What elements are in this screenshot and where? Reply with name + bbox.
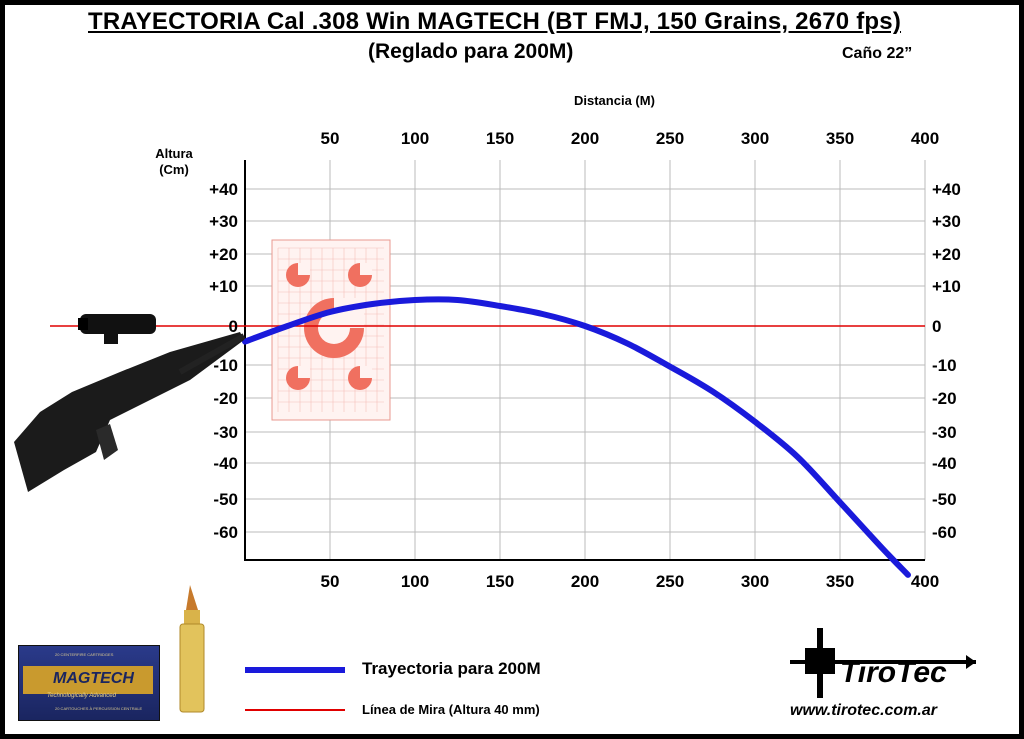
y-tick-label-left: -10: [213, 356, 238, 375]
target-bullseye-quadrant: [334, 298, 364, 328]
crosshair-block: [805, 648, 835, 674]
x-tick-label-bottom: 50: [321, 572, 340, 591]
rifle-scope: [80, 314, 156, 334]
rifle-scope-mount: [104, 332, 118, 344]
magtech-logo: MAGTECH: [23, 666, 153, 694]
y-tick-label-right: +20: [932, 245, 961, 264]
barrel-length: Caño 22”: [842, 45, 913, 62]
ammo-box-bottom-text: 20 CARTOUCHES À PERCUSSION CENTRALE: [55, 706, 143, 711]
magtech-logo-text: MAGTECH: [53, 670, 134, 687]
y-tick-label-left: -60: [213, 523, 238, 542]
cartridge-case: [179, 623, 205, 713]
brand-url: www.tirotec.com.ar: [790, 702, 937, 719]
target-mini-quadrant: [298, 366, 310, 378]
y-tick-label-left: +20: [209, 245, 238, 264]
y-tick-label-right: 0: [932, 317, 941, 336]
y-tick-label-right: -30: [932, 423, 957, 442]
target-mini-quadrant: [360, 366, 372, 378]
y-tick-label-right: -40: [932, 454, 957, 473]
y-tick-label-left: -30: [213, 423, 238, 442]
legend-trajectory-label: Trayectoria para 200M: [362, 659, 541, 678]
shooting-target-image: [271, 239, 391, 421]
x-tick-label-bottom: 200: [571, 572, 599, 591]
rifle-trigger-guard: [96, 424, 118, 460]
crosshair-horizontal: [790, 660, 976, 664]
y-tick-label-right: +40: [932, 180, 961, 199]
y-tick-label-left: -40: [213, 454, 238, 473]
y-tick-label-right: -50: [932, 490, 957, 509]
rifle-image: [14, 314, 246, 492]
x-tick-label-bottom: 250: [656, 572, 684, 591]
y-axis-label-line: (Cm): [159, 162, 189, 177]
x-tick-label-bottom: 400: [911, 572, 939, 591]
y-tick-label-left: -20: [213, 389, 238, 408]
y-tick-label-left: -50: [213, 490, 238, 509]
rifle-barrel: [178, 333, 246, 375]
x-tick-label-top: 350: [826, 129, 854, 148]
y-tick-label-right: -10: [932, 356, 957, 375]
x-tick-label-top: 300: [741, 129, 769, 148]
y-tick-label-right: -60: [932, 523, 957, 542]
cartridge-neck: [184, 610, 200, 624]
y-tick-label-right: +10: [932, 277, 961, 296]
y-tick-label-left: +30: [209, 212, 238, 231]
x-axis-label: Distancia (M): [574, 93, 655, 108]
rifle-stock: [14, 332, 244, 492]
trajectory-line: [242, 296, 911, 578]
crosshair-arrow: [966, 655, 976, 669]
x-tick-label-bottom: 350: [826, 572, 854, 591]
ammo-box-tagline: Technologically Advanced: [47, 693, 116, 699]
ammo-box-image: 20 CENTERFIRE CARTRIDGES MAGTECH Technol…: [18, 645, 160, 721]
cartridge-bullet: [186, 585, 198, 610]
x-tick-label-top: 50: [321, 129, 340, 148]
y-tick-label-left: +40: [209, 180, 238, 199]
chart-title: TRAYECTORIA Cal .308 Win MAGTECH (BT FMJ…: [88, 8, 902, 35]
y-tick-label-right: -20: [932, 389, 957, 408]
cartridge-image: [179, 585, 205, 713]
x-tick-label-bottom: 100: [401, 572, 429, 591]
y-tick-label-left: +10: [209, 277, 238, 296]
ammo-box-top-text: 20 CENTERFIRE CARTRIDGES: [55, 652, 114, 657]
x-tick-label-top: 150: [486, 129, 514, 148]
x-tick-label-top: 200: [571, 129, 599, 148]
chart-subtitle: (Reglado para 200M): [368, 40, 574, 63]
legend-sight-line-label: Línea de Mira (Altura 40 mm): [362, 702, 540, 717]
y-axis-label: Altura (Cm): [148, 146, 200, 178]
x-tick-label-top: 100: [401, 129, 429, 148]
x-tick-label-bottom: 150: [486, 572, 514, 591]
crosshair-icon: [790, 628, 976, 698]
rifle-scope-eyepiece: [78, 318, 88, 330]
y-tick-label-left: 0: [229, 317, 238, 336]
brand-name: TiroTec: [840, 656, 947, 689]
x-tick-label-top: 250: [656, 129, 684, 148]
target-mini-quadrant: [360, 263, 372, 275]
y-axis-label-line: Altura: [155, 146, 193, 161]
y-tick-label-right: +30: [932, 212, 961, 231]
x-tick-label-bottom: 300: [741, 572, 769, 591]
target-mini-quadrant: [298, 263, 310, 275]
x-tick-label-top: 400: [911, 129, 939, 148]
